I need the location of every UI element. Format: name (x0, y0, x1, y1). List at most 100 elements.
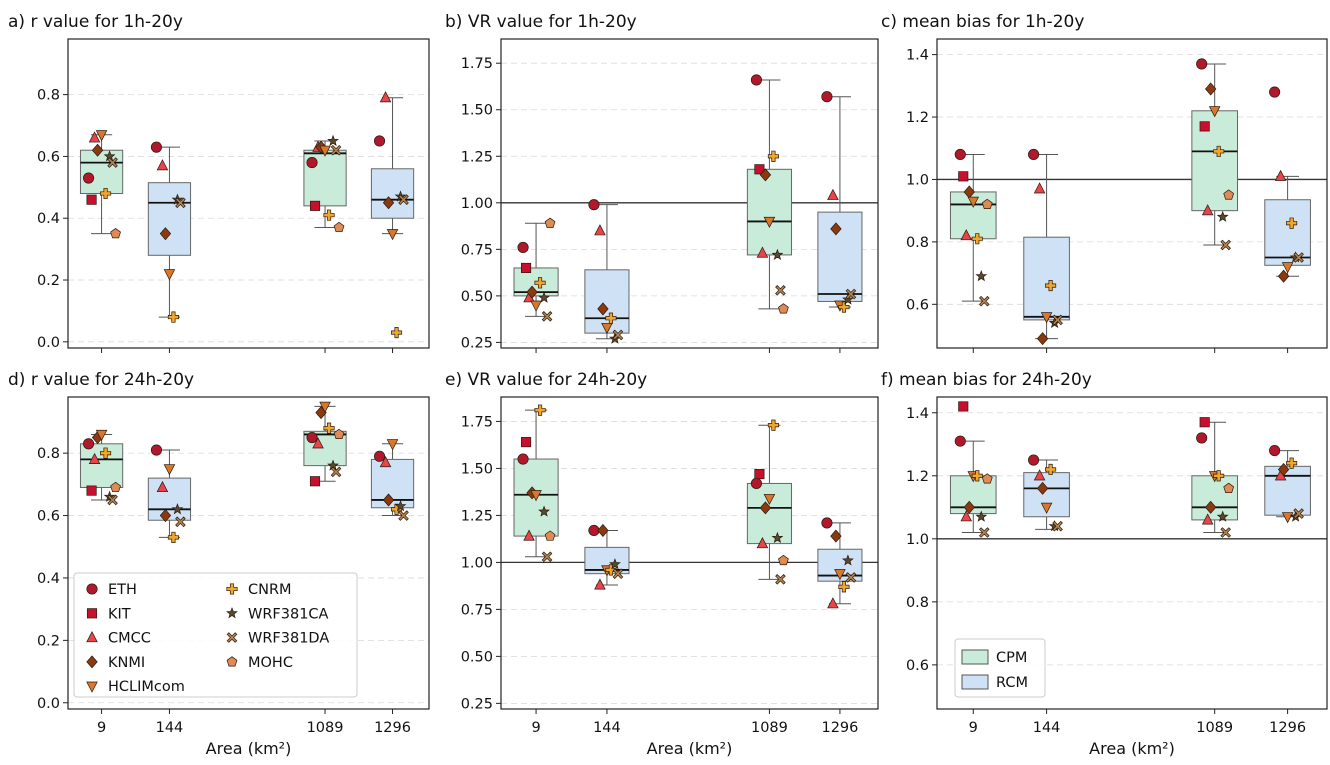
plot-frame (500, 38, 879, 349)
panel-e: e) VR value for 24h-20y 0.25 0.50 0.75 1.00 1… (445, 370, 879, 758)
box-cpm (1191, 475, 1238, 521)
point-wrf381ca (975, 270, 988, 282)
y-tick-label: 0.6 (37, 509, 60, 525)
point-mohc (778, 303, 789, 314)
y-tick-label: 0.6 (906, 658, 929, 674)
point-wrf381da (330, 144, 342, 156)
point-wrf381da (978, 527, 990, 538)
y-tick-label: 0.6 (906, 297, 929, 313)
legend-frame (73, 572, 358, 698)
point-hclimcom (163, 464, 176, 476)
point-kit (1199, 121, 1210, 132)
x-tick-label: 1296 (1269, 720, 1306, 736)
box-rcm (817, 211, 863, 302)
point-hclimcom (1208, 106, 1221, 118)
point-wrf381da (978, 295, 990, 307)
point-cnrm (838, 301, 850, 313)
point-wrf381da (612, 568, 624, 579)
point-hclimcom (319, 401, 331, 413)
point-cnrm (534, 277, 546, 289)
point-eth (1028, 148, 1040, 161)
point-wrf381da (1052, 314, 1063, 326)
point-wrf381da (1293, 252, 1304, 263)
x-axis-label: Area (km²) (647, 739, 733, 758)
point-eth (821, 517, 833, 529)
legend-label: KNMI (108, 655, 145, 671)
point-kit (86, 194, 97, 205)
point-eth (1269, 445, 1281, 457)
point-mohc (544, 530, 556, 541)
legend-label: RCM (996, 675, 1028, 691)
point-knmi (526, 285, 538, 299)
point-hclimcom (763, 216, 776, 228)
panel-f: f) mean bias for 24h-20y 0.6 0.8 1.0 1.2 1.4 9… (881, 370, 1328, 758)
diamond-icon (86, 655, 98, 669)
point-cmcc (1033, 182, 1046, 194)
plot-frame (67, 396, 430, 710)
x-tick-label: 1296 (821, 720, 858, 736)
point-cmcc (1201, 204, 1214, 216)
legend-label: ETH (108, 582, 137, 598)
point-wrf381ca (1216, 510, 1229, 522)
y-tick-label: 0.75 (461, 242, 493, 258)
point-wrf381ca (538, 505, 550, 517)
box-rcm (584, 269, 630, 334)
point-cmcc (523, 529, 535, 541)
point-mohc (333, 221, 345, 233)
point-wrf381ca (771, 531, 784, 543)
point-wrf381ca (1216, 210, 1229, 222)
x-axis-label: Area (km²) (1089, 739, 1175, 758)
point-cnrm (971, 470, 983, 482)
point-wrf381da (175, 516, 186, 528)
point-cnrm (605, 312, 617, 324)
box-rcm (1264, 199, 1311, 266)
point-cmcc (88, 131, 101, 143)
y-tick-label: 1.0 (906, 172, 929, 188)
point-knmi (382, 196, 395, 210)
square-icon (86, 608, 98, 619)
point-knmi (830, 222, 842, 236)
point-eth (821, 91, 833, 103)
point-wrf381da (845, 572, 857, 583)
plus-icon (226, 583, 238, 595)
x-tick-label: 9 (969, 720, 978, 736)
y-tick-label: 1.50 (461, 461, 493, 477)
legend-swatch-rcm (961, 674, 989, 690)
panel-title: c) mean bias for 1h-20y (881, 12, 1084, 32)
point-hclimcom (967, 196, 980, 208)
point-cnrm (1213, 470, 1225, 482)
y-tick-label: 0.50 (461, 649, 493, 665)
point-kit (958, 171, 969, 182)
y-tick-label: 1.2 (906, 110, 929, 126)
y-tick-label: 0.2 (37, 273, 60, 289)
point-cnrm (100, 447, 112, 459)
y-tick-label: 0.25 (461, 335, 493, 351)
y-tick-label: 1.50 (461, 103, 493, 119)
point-cmcc (379, 91, 392, 103)
point-cmcc (156, 159, 169, 171)
point-wrf381ca (842, 554, 854, 566)
point-cmcc (1274, 169, 1287, 181)
point-mohc (110, 228, 121, 239)
point-mohc (981, 473, 993, 484)
point-cnrm (167, 531, 179, 543)
y-tick-label: 1.4 (906, 48, 929, 64)
pentagon-icon (226, 656, 238, 667)
point-knmi (1036, 332, 1049, 346)
point-cmcc (827, 188, 839, 200)
point-hclimcom (319, 145, 331, 157)
y-tick-label: 1.0 (906, 532, 929, 548)
y-tick-label: 1.00 (461, 196, 493, 212)
point-eth (150, 141, 162, 153)
type-legend: CPM RCM (954, 638, 1046, 698)
point-eth (306, 432, 318, 444)
point-kit (86, 485, 97, 496)
point-knmi (382, 493, 395, 507)
point-cmcc (88, 452, 101, 464)
point-wrf381da (398, 510, 409, 521)
point-cnrm (767, 419, 779, 431)
point-knmi (1277, 462, 1290, 477)
point-knmi (1205, 500, 1217, 514)
point-mohc (1223, 482, 1235, 493)
